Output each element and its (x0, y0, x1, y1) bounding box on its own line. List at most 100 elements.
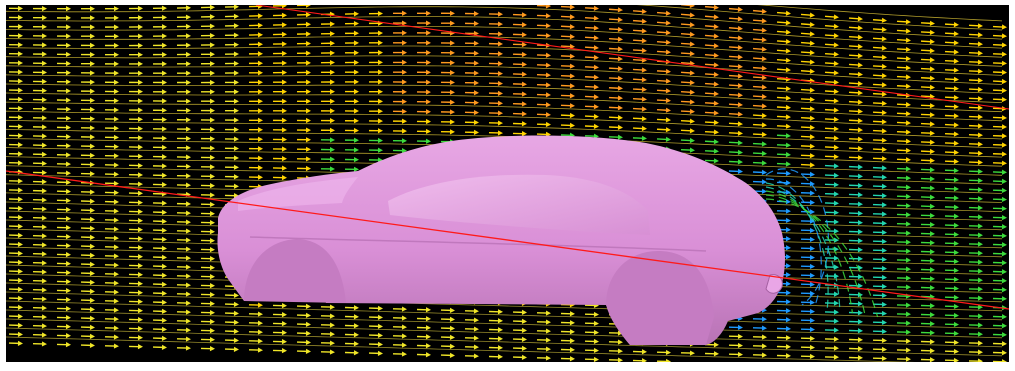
arrow-head (329, 88, 335, 95)
velocity-arrow (176, 264, 191, 270)
arrow-head (329, 69, 335, 75)
velocity-arrow (224, 42, 239, 48)
arrow-head (929, 258, 935, 264)
velocity-arrow (368, 305, 383, 311)
arrow-head (857, 164, 863, 170)
arrow-head (137, 52, 143, 58)
arrow-head (977, 259, 983, 265)
velocity-arrow (104, 262, 119, 268)
arrow-head (41, 151, 47, 157)
arrow-head (737, 54, 743, 60)
arrow-head (17, 69, 23, 75)
arrow-head (833, 154, 839, 160)
velocity-arrow (584, 320, 599, 327)
arrow-head (497, 309, 503, 315)
arrow-head (953, 158, 959, 165)
velocity-arrow (872, 26, 887, 33)
velocity-arrow (224, 136, 239, 142)
arrow-head (41, 188, 47, 194)
arrow-head (953, 22, 959, 28)
arrow-head (65, 252, 71, 258)
velocity-arrow (440, 316, 455, 322)
velocity-arrow (488, 110, 503, 116)
velocity-arrow (56, 79, 71, 85)
arrow-head (809, 124, 815, 131)
arrow-head (905, 338, 911, 344)
arrow-shaft (728, 74, 740, 77)
velocity-arrow (200, 61, 215, 67)
arrow-head (833, 70, 839, 76)
velocity-arrow (32, 88, 47, 94)
arrow-head (905, 203, 911, 209)
velocity-arrow (296, 137, 311, 143)
velocity-arrow (56, 33, 71, 39)
velocity-arrow (560, 83, 575, 89)
arrow-head (185, 14, 191, 20)
velocity-arrow (728, 25, 743, 32)
velocity-arrow (32, 170, 47, 176)
arrow-head (329, 331, 335, 337)
velocity-arrow (344, 127, 359, 134)
velocity-arrow (632, 8, 647, 15)
arrow-head (449, 79, 455, 86)
arrow-head (257, 41, 263, 47)
arrow-head (761, 84, 767, 90)
velocity-arrow (440, 10, 455, 16)
arrow-head (617, 75, 623, 82)
velocity-arrow (968, 32, 983, 38)
arrow-head (545, 23, 551, 29)
arrow-shaft (632, 78, 644, 81)
arrow-head (257, 117, 263, 123)
velocity-arrow (608, 75, 623, 82)
arrow-head (41, 6, 47, 12)
velocity-arrow (104, 226, 119, 232)
velocity-arrow (104, 289, 119, 295)
velocity-arrow (920, 167, 935, 173)
velocity-arrow (8, 87, 23, 93)
arrow-head (473, 335, 479, 341)
velocity-arrow (776, 57, 791, 63)
arrow-head (17, 322, 23, 328)
arrow-shaft (776, 134, 788, 137)
arrow-head (113, 289, 119, 295)
velocity-arrow (104, 70, 119, 76)
velocity-arrow (944, 158, 959, 165)
velocity-arrow (272, 348, 287, 354)
arrow-head (881, 63, 887, 70)
arrow-head (41, 133, 47, 139)
velocity-arrow (296, 40, 311, 47)
arrow-head (1001, 269, 1007, 275)
velocity-arrow (272, 127, 287, 133)
arrow-shaft (704, 25, 716, 28)
arrow-head (689, 147, 695, 153)
arrow-shaft (824, 80, 836, 83)
arrow-head (689, 12, 695, 18)
velocity-arrow (56, 51, 71, 58)
arrow-head (833, 354, 839, 360)
arrow-shaft (632, 88, 644, 91)
velocity-arrow (344, 98, 359, 104)
velocity-arrow (32, 142, 47, 148)
arrow-head (137, 144, 143, 150)
velocity-arrow (944, 22, 959, 28)
arrow-head (113, 190, 119, 196)
arrow-shaft (800, 107, 812, 110)
arrow-head (641, 125, 647, 132)
arrow-head (977, 268, 983, 274)
arrow-head (545, 13, 551, 19)
velocity-arrow (560, 63, 575, 69)
arrow-shaft (728, 84, 740, 87)
arrow-head (1001, 359, 1007, 362)
arrow-head (185, 5, 191, 11)
velocity-arrow (272, 89, 287, 95)
velocity-arrow (800, 335, 815, 342)
velocity-arrow (296, 31, 311, 37)
velocity-arrow (968, 268, 983, 274)
arrow-head (377, 79, 383, 85)
velocity-arrow (200, 220, 215, 226)
velocity-arrow (800, 40, 815, 46)
arrow-head (857, 337, 863, 343)
arrow-head (41, 314, 47, 320)
velocity-arrow (968, 150, 983, 156)
velocity-arrow (656, 68, 671, 75)
